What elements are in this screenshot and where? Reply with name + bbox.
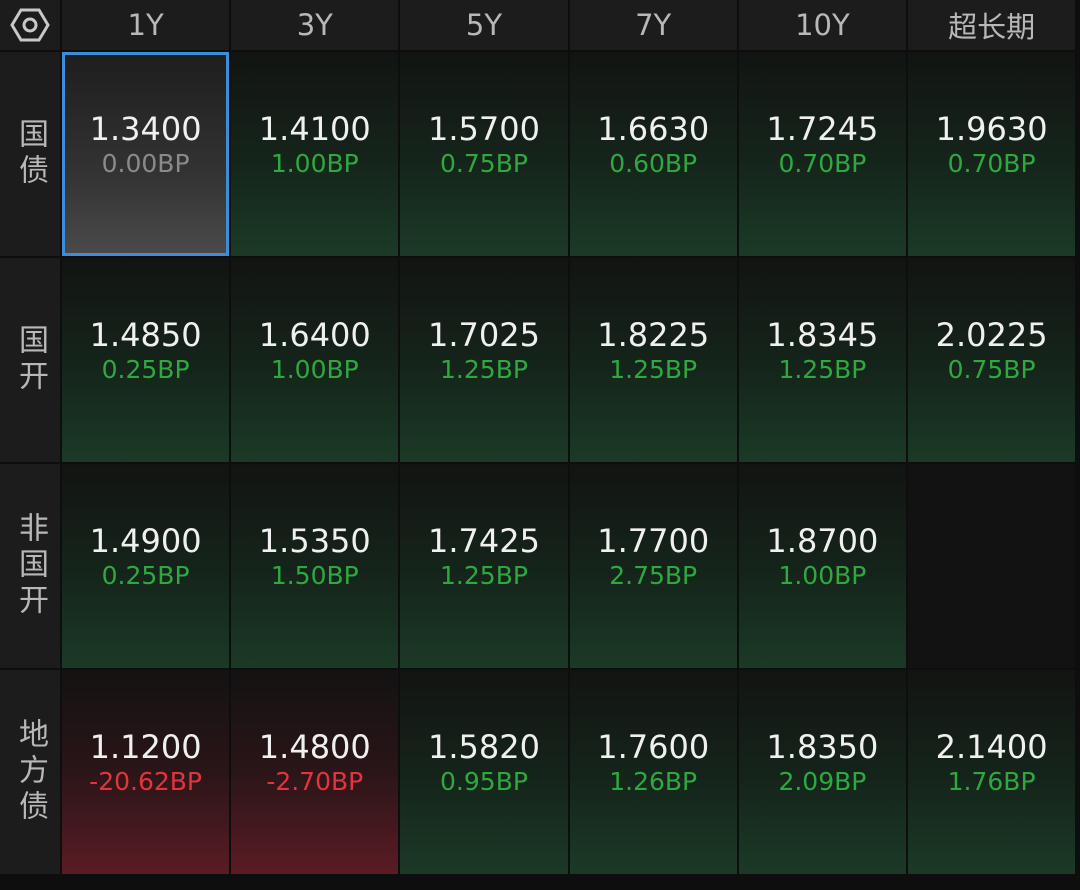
row-label: 地方债: [13, 718, 48, 826]
column-header[interactable]: 超长期: [908, 0, 1076, 50]
yield-change: 1.76BP: [947, 767, 1036, 796]
row-header[interactable]: 非国开: [0, 464, 60, 668]
quote-cell[interactable]: 1.7600 1.26BP: [569, 670, 737, 874]
row-label: 国债: [13, 118, 48, 190]
column-header[interactable]: 3Y: [231, 0, 399, 50]
yield-change: 0.00BP: [101, 149, 190, 178]
yield-change: 0.25BP: [101, 561, 190, 590]
quote-cell[interactable]: 1.4100 1.00BP: [231, 52, 399, 256]
yield-change: 2.75BP: [609, 561, 698, 590]
quote-cell[interactable]: 1.4800 -2.70BP: [231, 670, 399, 874]
yield-value: 1.9630: [935, 110, 1048, 148]
yield-value: 1.8225: [597, 316, 710, 354]
yield-value: 1.4900: [89, 522, 202, 560]
quote-cell[interactable]: 1.7025 1.25BP: [400, 258, 568, 462]
yield-change: 0.75BP: [440, 149, 528, 178]
quote-cell[interactable]: 1.8225 1.25BP: [569, 258, 737, 462]
yield-value: 1.8350: [766, 728, 879, 766]
quote-cell[interactable]: 1.6630 0.60BP: [569, 52, 737, 256]
yield-change: 1.00BP: [778, 561, 867, 590]
yield-value: 1.7700: [597, 522, 710, 560]
settings-button[interactable]: [0, 0, 60, 50]
row-header[interactable]: 国开: [0, 258, 60, 462]
yield-value: 1.1200: [89, 728, 202, 766]
yield-change: 1.00BP: [270, 355, 359, 384]
yield-value: 1.4800: [258, 728, 371, 766]
quote-cell[interactable]: 1.8700 1.00BP: [738, 464, 906, 668]
yield-change: 0.70BP: [778, 149, 867, 178]
yield-value: 1.6400: [258, 316, 371, 354]
quote-cell[interactable]: 1.6400 1.00BP: [231, 258, 399, 462]
yield-value: 2.1400: [935, 728, 1048, 766]
quote-cell[interactable]: 1.5700 0.75BP: [400, 52, 568, 256]
yield-change: 1.26BP: [609, 767, 698, 796]
yield-value: 1.7600: [597, 728, 710, 766]
yield-value: 1.3400: [89, 110, 202, 148]
quote-cell[interactable]: 1.7700 2.75BP: [569, 464, 737, 668]
quote-cell[interactable]: 1.3400 0.00BP: [62, 52, 230, 256]
quote-cell[interactable]: 1.9630 0.70BP: [908, 52, 1076, 256]
yield-change: 0.75BP: [947, 355, 1036, 384]
row-label: 非国开: [13, 512, 48, 620]
quote-cell[interactable]: 1.5820 0.95BP: [400, 670, 568, 874]
row-header[interactable]: 国债: [0, 52, 60, 256]
yield-value: 1.7425: [428, 522, 540, 560]
quote-cell[interactable]: 1.7245 0.70BP: [738, 52, 906, 256]
yield-change: 1.25BP: [778, 355, 867, 384]
yield-change: 0.25BP: [101, 355, 190, 384]
quote-cell[interactable]: 1.4850 0.25BP: [62, 258, 230, 462]
quote-cell[interactable]: 2.1400 1.76BP: [908, 670, 1076, 874]
yield-change: 0.70BP: [947, 149, 1036, 178]
quote-cell[interactable]: 1.8345 1.25BP: [738, 258, 906, 462]
column-header[interactable]: 10Y: [738, 0, 906, 50]
quote-cell[interactable]: 1.1200 -20.62BP: [62, 670, 230, 874]
yield-value: 1.4100: [258, 110, 371, 148]
yield-value: 1.5700: [428, 110, 540, 148]
yield-value: 1.7025: [428, 316, 540, 354]
yield-change: -2.70BP: [266, 767, 364, 796]
yield-value: 1.8700: [766, 522, 879, 560]
quote-cell[interactable]: 2.0225 0.75BP: [908, 258, 1076, 462]
yield-change: 1.50BP: [270, 561, 359, 590]
yield-value: 1.5820: [428, 728, 540, 766]
yield-change: 1.00BP: [270, 149, 359, 178]
yield-change: 1.25BP: [440, 355, 528, 384]
yield-value: 1.6630: [597, 110, 710, 148]
quote-cell[interactable]: 1.8350 2.09BP: [738, 670, 906, 874]
yield-change: 1.25BP: [440, 561, 528, 590]
quote-cell[interactable]: 1.7425 1.25BP: [400, 464, 568, 668]
yield-change: 1.25BP: [609, 355, 698, 384]
empty-cell: [908, 464, 1076, 668]
column-header[interactable]: 5Y: [400, 0, 568, 50]
yield-value: 1.8345: [766, 316, 879, 354]
yield-change: 2.09BP: [778, 767, 867, 796]
quote-cell[interactable]: 1.4900 0.25BP: [62, 464, 230, 668]
yield-change: -20.62BP: [89, 767, 202, 796]
row-header[interactable]: 地方债: [0, 670, 60, 874]
yield-change: 0.95BP: [440, 767, 528, 796]
column-header[interactable]: 1Y: [62, 0, 230, 50]
yield-value: 1.5350: [258, 522, 371, 560]
yield-value: 2.0225: [935, 316, 1048, 354]
settings-icon: [10, 8, 50, 42]
yield-value: 1.4850: [89, 316, 202, 354]
yield-change: 0.60BP: [609, 149, 698, 178]
quote-cell[interactable]: 1.5350 1.50BP: [231, 464, 399, 668]
yield-value: 1.7245: [766, 110, 879, 148]
row-label: 国开: [13, 324, 48, 396]
column-header[interactable]: 7Y: [569, 0, 737, 50]
